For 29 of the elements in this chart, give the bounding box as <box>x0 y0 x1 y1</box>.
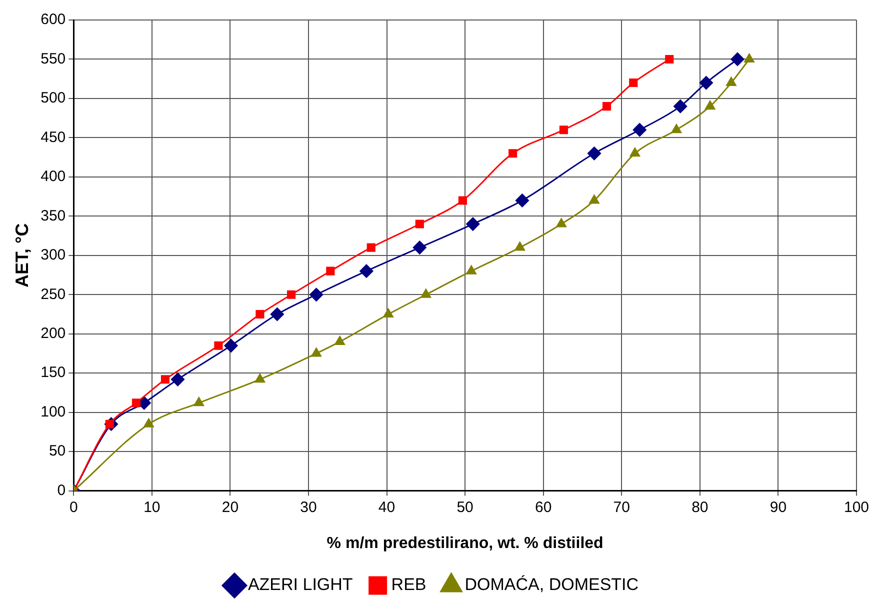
y-tick-label: 400 <box>40 168 66 186</box>
y-tick-label: 150 <box>40 364 66 382</box>
x-tick-label: 70 <box>613 498 630 516</box>
legend-label: REB <box>391 575 426 594</box>
y-tick-label: 200 <box>40 325 66 342</box>
y-tick-label: 450 <box>40 128 66 146</box>
y-axis-title: AET, °C <box>12 223 32 288</box>
x-tick-label: 10 <box>144 498 160 516</box>
x-tick-label: 90 <box>770 498 787 516</box>
x-tick-label: 0 <box>69 498 78 516</box>
y-tick-label: 300 <box>40 246 66 264</box>
y-tick-label: 250 <box>40 286 66 303</box>
y-tick-label: 50 <box>48 442 66 460</box>
x-axis-title: % m/m predestilirano, wt. % distiiled <box>326 534 604 552</box>
y-tick-label: 0 <box>57 482 66 499</box>
y-tick-label: 600 <box>40 11 66 28</box>
x-tick-label: 50 <box>456 498 474 516</box>
x-tick-label: 80 <box>692 498 708 516</box>
y-tick-label: 100 <box>40 403 66 420</box>
legend-label: AZERI LIGHT <box>248 575 353 594</box>
y-tick-label: 500 <box>40 90 66 107</box>
y-tick-label: 550 <box>40 50 66 68</box>
x-tick-label: 100 <box>844 498 869 516</box>
x-tick-label: 20 <box>222 498 239 516</box>
x-tick-label: 30 <box>300 498 317 516</box>
x-tick-label: 40 <box>378 498 396 516</box>
x-tick-label: 60 <box>535 498 552 516</box>
y-tick-label: 350 <box>40 207 66 224</box>
legend-label: DOMAĆA, DOMESTIC <box>464 575 639 594</box>
